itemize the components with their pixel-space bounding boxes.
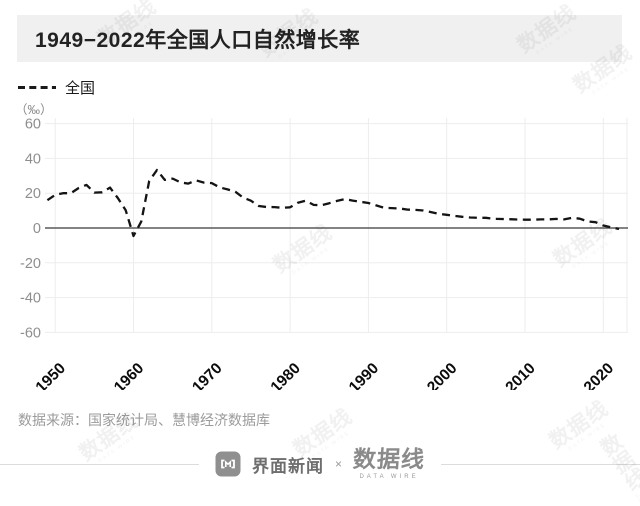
jiemian-brand-name: 界面新闻: [252, 456, 324, 476]
y-tick-label: 40: [25, 151, 41, 167]
x-tick-label: 2020: [581, 360, 617, 390]
datawire-logo: 数据线 DATA WIRE: [352, 446, 426, 480]
y-tick-label: 20: [25, 186, 41, 202]
x-tick-label: 2000: [424, 360, 460, 390]
series-line-national: [46, 168, 620, 238]
line-chart: 60 40 20 0 -20 -40 -60 1950 1960 1970 1980 1990 2000…: [20, 117, 628, 390]
footer-rule-left: [0, 463, 199, 465]
footer-brand-group: 界面新闻 × 数据线 DATA WIRE: [199, 446, 441, 480]
page-title: 1949−2022年全国人口自然增长率: [35, 28, 361, 52]
y-tick-label: 60: [25, 117, 41, 133]
legend: 全国: [18, 77, 95, 98]
datawire-subtitle: DATA WIRE: [359, 474, 419, 480]
legend-dash-icon: [18, 86, 56, 89]
x-tick-label: 2010: [502, 360, 538, 390]
x-tick-label: 1990: [346, 360, 382, 390]
x-tick-label: 1960: [111, 360, 147, 390]
x-tick-label: 1950: [33, 360, 69, 390]
y-tick-label: -60: [20, 325, 41, 341]
y-tick-label: 0: [33, 221, 41, 237]
datawire-brand-name: 数据线: [352, 446, 426, 472]
legend-label: 全国: [65, 80, 96, 97]
brand-separator: ×: [335, 457, 343, 471]
source-text: 数据来源：国家统计局、慧博经济数据库: [18, 412, 270, 428]
y-tick-label: -20: [20, 256, 41, 272]
x-tick-label: 1980: [268, 360, 304, 390]
x-tick-label: 1970: [189, 360, 225, 390]
y-tick-label: -40: [20, 291, 41, 307]
jiemian-logo-icon: [215, 451, 241, 477]
footer-rule-right: [441, 463, 640, 465]
y-axis-unit-label: （‰）: [15, 103, 53, 117]
title-bar: 1949−2022年全国人口自然增长率: [17, 15, 622, 62]
footer: 界面新闻 × 数据线 DATA WIRE: [0, 442, 640, 486]
